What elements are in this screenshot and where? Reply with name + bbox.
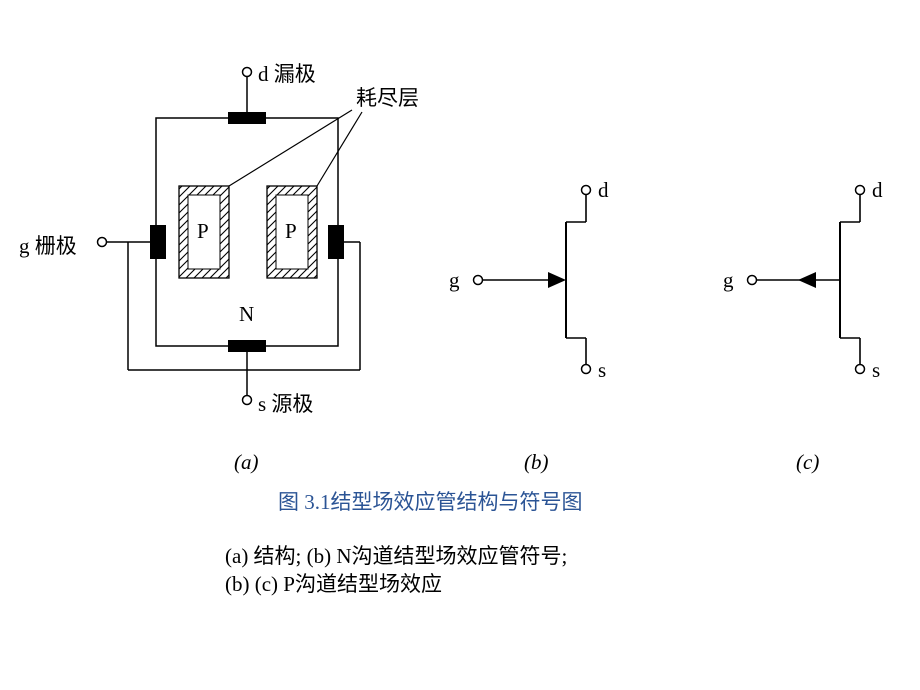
label-b-d: d <box>598 178 609 203</box>
tag-c: (c) <box>796 450 819 475</box>
label-n: N <box>239 302 254 327</box>
label-d-drain: d 漏极 <box>258 58 316 88</box>
panel-b <box>474 186 591 374</box>
label-c-s: s <box>872 358 880 383</box>
label-g-gate: g 栅极 <box>19 230 77 260</box>
label-c-g: g <box>723 268 734 293</box>
label-s-source: s 源极 <box>258 388 313 418</box>
tag-a: (a) <box>234 450 259 475</box>
figure-caption: 图 3.1结型场效应管结构与符号图 <box>278 486 583 516</box>
label-p-right: P <box>285 219 297 244</box>
label-b-g: g <box>449 268 460 293</box>
label-b-s: s <box>598 358 606 383</box>
panel-a <box>98 68 363 405</box>
label-c-d: d <box>872 178 883 203</box>
label-depletion: 耗尽层 <box>356 82 419 112</box>
figure-subcaption-2: (b) (c) P沟道结型场效应 <box>225 568 442 598</box>
tag-b: (b) <box>524 450 549 475</box>
diagram-canvas <box>0 0 920 690</box>
panel-c <box>748 186 865 374</box>
figure-subcaption-1: (a) 结构; (b) N沟道结型场效应管符号; <box>225 540 567 570</box>
label-p-left: P <box>197 219 209 244</box>
